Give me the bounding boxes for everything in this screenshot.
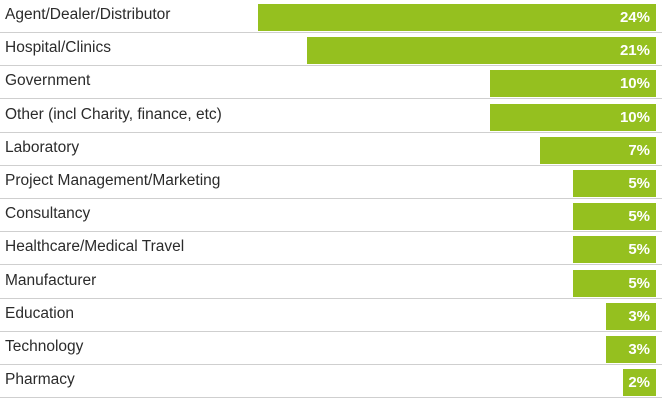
value-bar: 5% xyxy=(573,270,656,297)
chart-row: Agent/Dealer/Distributor 24% xyxy=(0,0,662,33)
value-label: 7% xyxy=(628,142,650,159)
value-bar: 10% xyxy=(490,104,656,131)
value-label: 24% xyxy=(619,9,650,26)
chart-row: Technology 3% xyxy=(0,332,662,365)
category-label: Hospital/Clinics xyxy=(5,39,111,56)
value-label: 3% xyxy=(628,341,650,358)
value-label: 2% xyxy=(628,374,650,391)
value-label: 21% xyxy=(619,42,650,59)
chart-row: Healthcare/Medical Travel 5% xyxy=(0,232,662,265)
chart-row: Government 10% xyxy=(0,66,662,99)
category-label: Manufacturer xyxy=(5,272,97,289)
category-label: Consultancy xyxy=(5,205,91,222)
chart-row: Laboratory 7% xyxy=(0,133,662,166)
chart-row: Manufacturer 5% xyxy=(0,266,662,299)
value-bar: 2% xyxy=(623,369,656,396)
value-bar: 3% xyxy=(606,303,656,330)
category-label: Technology xyxy=(5,338,84,355)
value-bar: 10% xyxy=(490,70,656,97)
value-bar: 21% xyxy=(307,37,656,64)
value-bar: 3% xyxy=(606,336,656,363)
chart-row: Consultancy 5% xyxy=(0,199,662,232)
chart-row: Project Management/Marketing 5% xyxy=(0,166,662,199)
category-label: Project Management/Marketing xyxy=(5,172,221,189)
category-label: Government xyxy=(5,72,91,89)
value-label: 5% xyxy=(628,208,650,225)
value-bar: 7% xyxy=(540,137,656,164)
value-label: 5% xyxy=(628,175,650,192)
chart-row: Other (incl Charity, finance, etc) 10% xyxy=(0,100,662,133)
chart-row: Hospital/Clinics 21% xyxy=(0,33,662,66)
value-bar: 24% xyxy=(258,4,656,31)
value-bar: 5% xyxy=(573,203,656,230)
category-label: Healthcare/Medical Travel xyxy=(5,238,185,255)
category-label: Pharmacy xyxy=(5,371,75,388)
value-bar: 5% xyxy=(573,170,656,197)
value-label: 3% xyxy=(628,308,650,325)
value-label: 10% xyxy=(619,109,650,126)
chart-row: Pharmacy 2% xyxy=(0,365,662,398)
category-label: Education xyxy=(5,305,74,322)
category-label: Agent/Dealer/Distributor xyxy=(5,6,171,23)
value-bar: 5% xyxy=(573,236,656,263)
chart-row: Education 3% xyxy=(0,299,662,332)
value-label: 5% xyxy=(628,275,650,292)
value-label: 10% xyxy=(619,75,650,92)
category-label: Laboratory xyxy=(5,139,80,156)
category-label: Other (incl Charity, finance, etc) xyxy=(5,106,222,123)
value-label: 5% xyxy=(628,241,650,258)
